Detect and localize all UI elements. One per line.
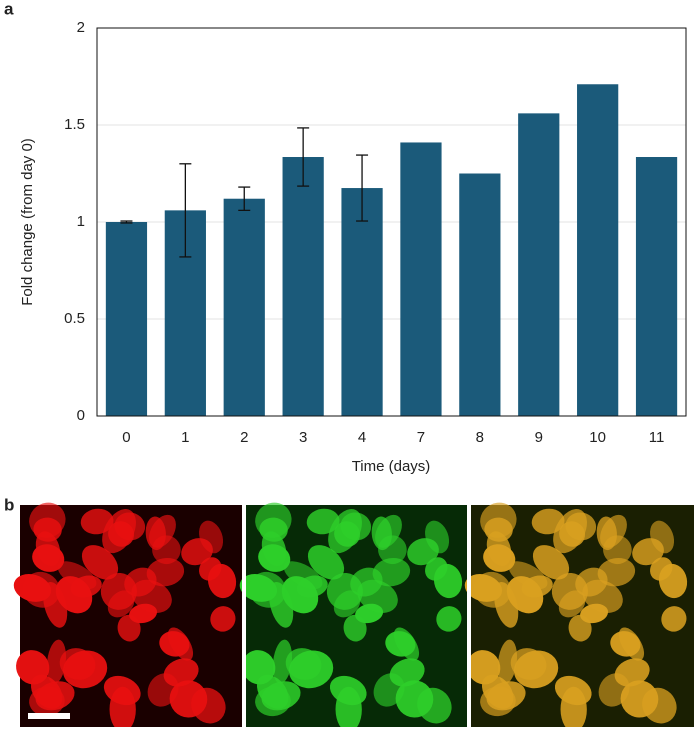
scale-bar	[28, 713, 70, 719]
micrographs	[13, 502, 694, 730]
nucleus	[191, 687, 226, 724]
y-axis-label: Fold change (from day 0)	[19, 138, 36, 306]
x-tick-label: 0	[122, 429, 130, 446]
nucleus	[531, 508, 565, 535]
plot-frame	[96, 27, 687, 417]
nucleus	[59, 648, 96, 680]
nucleus	[261, 681, 301, 711]
nucleus	[603, 535, 632, 565]
nucleus	[425, 557, 448, 581]
bar	[400, 142, 442, 416]
nucleus	[532, 545, 570, 580]
bar	[518, 113, 560, 417]
clip-edge	[694, 505, 697, 730]
nucleus	[614, 658, 650, 687]
nucleus	[307, 545, 345, 580]
nucleus	[650, 557, 673, 581]
nucleus	[650, 520, 675, 554]
bar	[635, 157, 678, 416]
x-tick-label: 4	[358, 429, 366, 446]
nucleus	[326, 572, 363, 610]
nucleus	[80, 508, 114, 535]
nucleus	[610, 631, 641, 657]
nucleus	[417, 687, 452, 724]
bar	[105, 222, 148, 416]
nucleus	[436, 606, 462, 632]
nucleus	[32, 544, 65, 572]
y-tick-label: 2	[77, 19, 85, 36]
x-axis-label: Time (days)	[352, 458, 431, 475]
nucleus	[473, 571, 511, 608]
bar	[577, 84, 619, 416]
nucleus	[425, 520, 450, 554]
error-bar	[356, 154, 369, 222]
nucleus	[560, 686, 587, 730]
nucleus	[152, 535, 181, 565]
x-tick-label: 8	[476, 429, 484, 446]
nucleus	[258, 544, 291, 572]
nucleus	[510, 648, 547, 680]
nucleus	[483, 544, 516, 572]
x-tick-label: 7	[417, 429, 425, 446]
nucleus	[248, 571, 286, 608]
nucleus	[199, 557, 222, 581]
bar	[459, 173, 501, 416]
nucleus	[159, 631, 190, 657]
nucleus	[551, 572, 588, 610]
clip-gap	[242, 505, 246, 727]
nucleus	[242, 650, 276, 685]
x-tick-label: 2	[240, 429, 248, 446]
nucleus	[467, 650, 501, 685]
x-tick-label: 11	[649, 429, 665, 446]
y-tick-label: 0.5	[64, 310, 85, 327]
clip-edge	[0, 727, 697, 730]
nucleus	[210, 606, 236, 632]
nucleus	[272, 639, 293, 684]
nucleus	[385, 631, 416, 657]
nucleus	[163, 658, 199, 687]
nucleus	[357, 579, 398, 613]
nucleus	[486, 681, 526, 711]
bar	[223, 198, 265, 416]
nucleus	[296, 575, 328, 598]
y-tick-label: 1	[77, 213, 85, 230]
error-bar	[238, 186, 251, 212]
nucleus	[285, 648, 322, 680]
error-bar	[297, 127, 310, 187]
x-tick-label: 3	[299, 429, 307, 446]
error-bar	[179, 163, 192, 258]
error-bar	[120, 220, 133, 224]
nucleus	[661, 606, 687, 632]
x-tick-label: 1	[181, 429, 189, 446]
nucleus	[35, 681, 75, 711]
nucleus	[521, 575, 553, 598]
panel-label: b	[4, 495, 14, 514]
nucleus	[389, 658, 425, 687]
nucleus	[582, 579, 623, 613]
nucleus	[335, 686, 362, 730]
nucleus	[22, 571, 60, 608]
nucleus	[46, 639, 67, 684]
nucleus	[16, 650, 50, 685]
bar	[282, 157, 324, 416]
nucleus	[100, 572, 137, 610]
nucleus	[131, 579, 172, 613]
y-tick-label: 0	[77, 407, 85, 424]
x-tick-label: 10	[589, 429, 606, 446]
nucleus	[109, 686, 136, 730]
nucleus	[70, 575, 102, 598]
panel-label: a	[4, 0, 14, 18]
nucleus	[378, 535, 407, 565]
nucleus	[642, 687, 677, 724]
bar	[341, 188, 383, 416]
x-tick-label: 9	[535, 429, 543, 446]
nucleus	[81, 545, 119, 580]
nucleus	[199, 520, 224, 554]
nucleus	[306, 508, 340, 535]
clip-gap	[467, 505, 471, 727]
y-tick-label: 1.5	[64, 116, 85, 133]
nucleus	[497, 639, 518, 684]
